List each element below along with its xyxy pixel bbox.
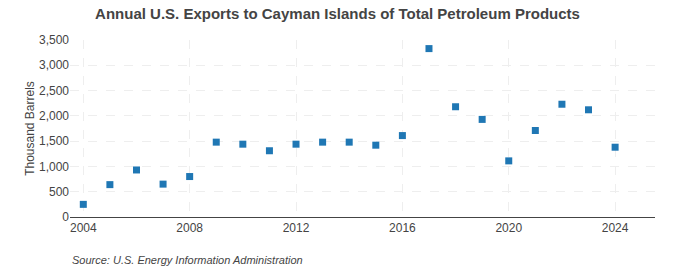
svg-text:2,500: 2,500 [39, 84, 69, 98]
svg-text:2024: 2024 [602, 221, 629, 235]
svg-text:1,500: 1,500 [39, 134, 69, 148]
svg-text:2016: 2016 [389, 221, 416, 235]
svg-text:2,000: 2,000 [39, 109, 69, 123]
svg-text:3,500: 3,500 [39, 33, 69, 47]
svg-text:Source: U.S. Energy Informatio: Source: U.S. Energy Information Administ… [72, 254, 303, 266]
svg-text:2020: 2020 [495, 221, 522, 235]
svg-text:2004: 2004 [70, 221, 97, 235]
svg-text:1,000: 1,000 [39, 160, 69, 174]
svg-text:0: 0 [62, 210, 69, 224]
svg-text:2008: 2008 [176, 221, 203, 235]
svg-text:Annual U.S. Exports to Cayman: Annual U.S. Exports to Cayman Islands of… [95, 5, 580, 22]
svg-text:500: 500 [49, 185, 69, 199]
svg-text:3,000: 3,000 [39, 58, 69, 72]
svg-text:Thousand Barrels: Thousand Barrels [23, 81, 37, 176]
svg-text:2012: 2012 [283, 221, 310, 235]
